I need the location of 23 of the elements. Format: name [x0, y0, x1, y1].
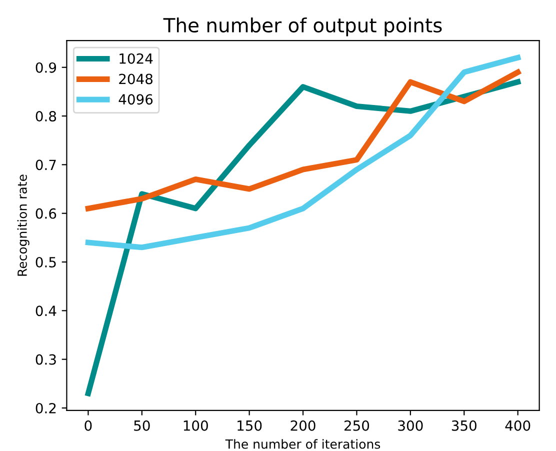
y-tick-label: 0.4 — [36, 306, 56, 316]
x-tick-label: 350 — [452, 420, 476, 431]
x-tick-label: 100 — [184, 420, 208, 431]
y-tick-label: 0.7 — [36, 160, 56, 170]
x-tick-label: 0 — [84, 420, 92, 431]
x-tick-label: 400 — [505, 420, 530, 431]
x-tick-label: 300 — [398, 420, 423, 431]
y-tick-label: 0.8 — [36, 110, 56, 122]
x-axis-title: The number of iterations — [225, 439, 380, 449]
legend-label: 4096 — [118, 94, 153, 105]
y-tick-label: 0.5 — [36, 256, 56, 268]
x-tick-label: 250 — [344, 420, 370, 431]
x-tick-label: 150 — [238, 420, 262, 431]
legend-label: 1024 — [120, 53, 153, 64]
y-tick-label: 0.6 — [36, 208, 56, 219]
y-tick-label: 0.9 — [36, 62, 56, 73]
x-tick-label: 50 — [134, 420, 150, 431]
chart-title: The number of output points — [163, 17, 442, 36]
x-tick-label: 200 — [290, 420, 316, 431]
y-tick-label: 0.2 — [36, 402, 56, 414]
y-axis-title: Recognition rate — [17, 174, 30, 276]
y-tick-label: 0.3 — [36, 354, 56, 365]
legend-label: 2048 — [119, 74, 153, 84]
